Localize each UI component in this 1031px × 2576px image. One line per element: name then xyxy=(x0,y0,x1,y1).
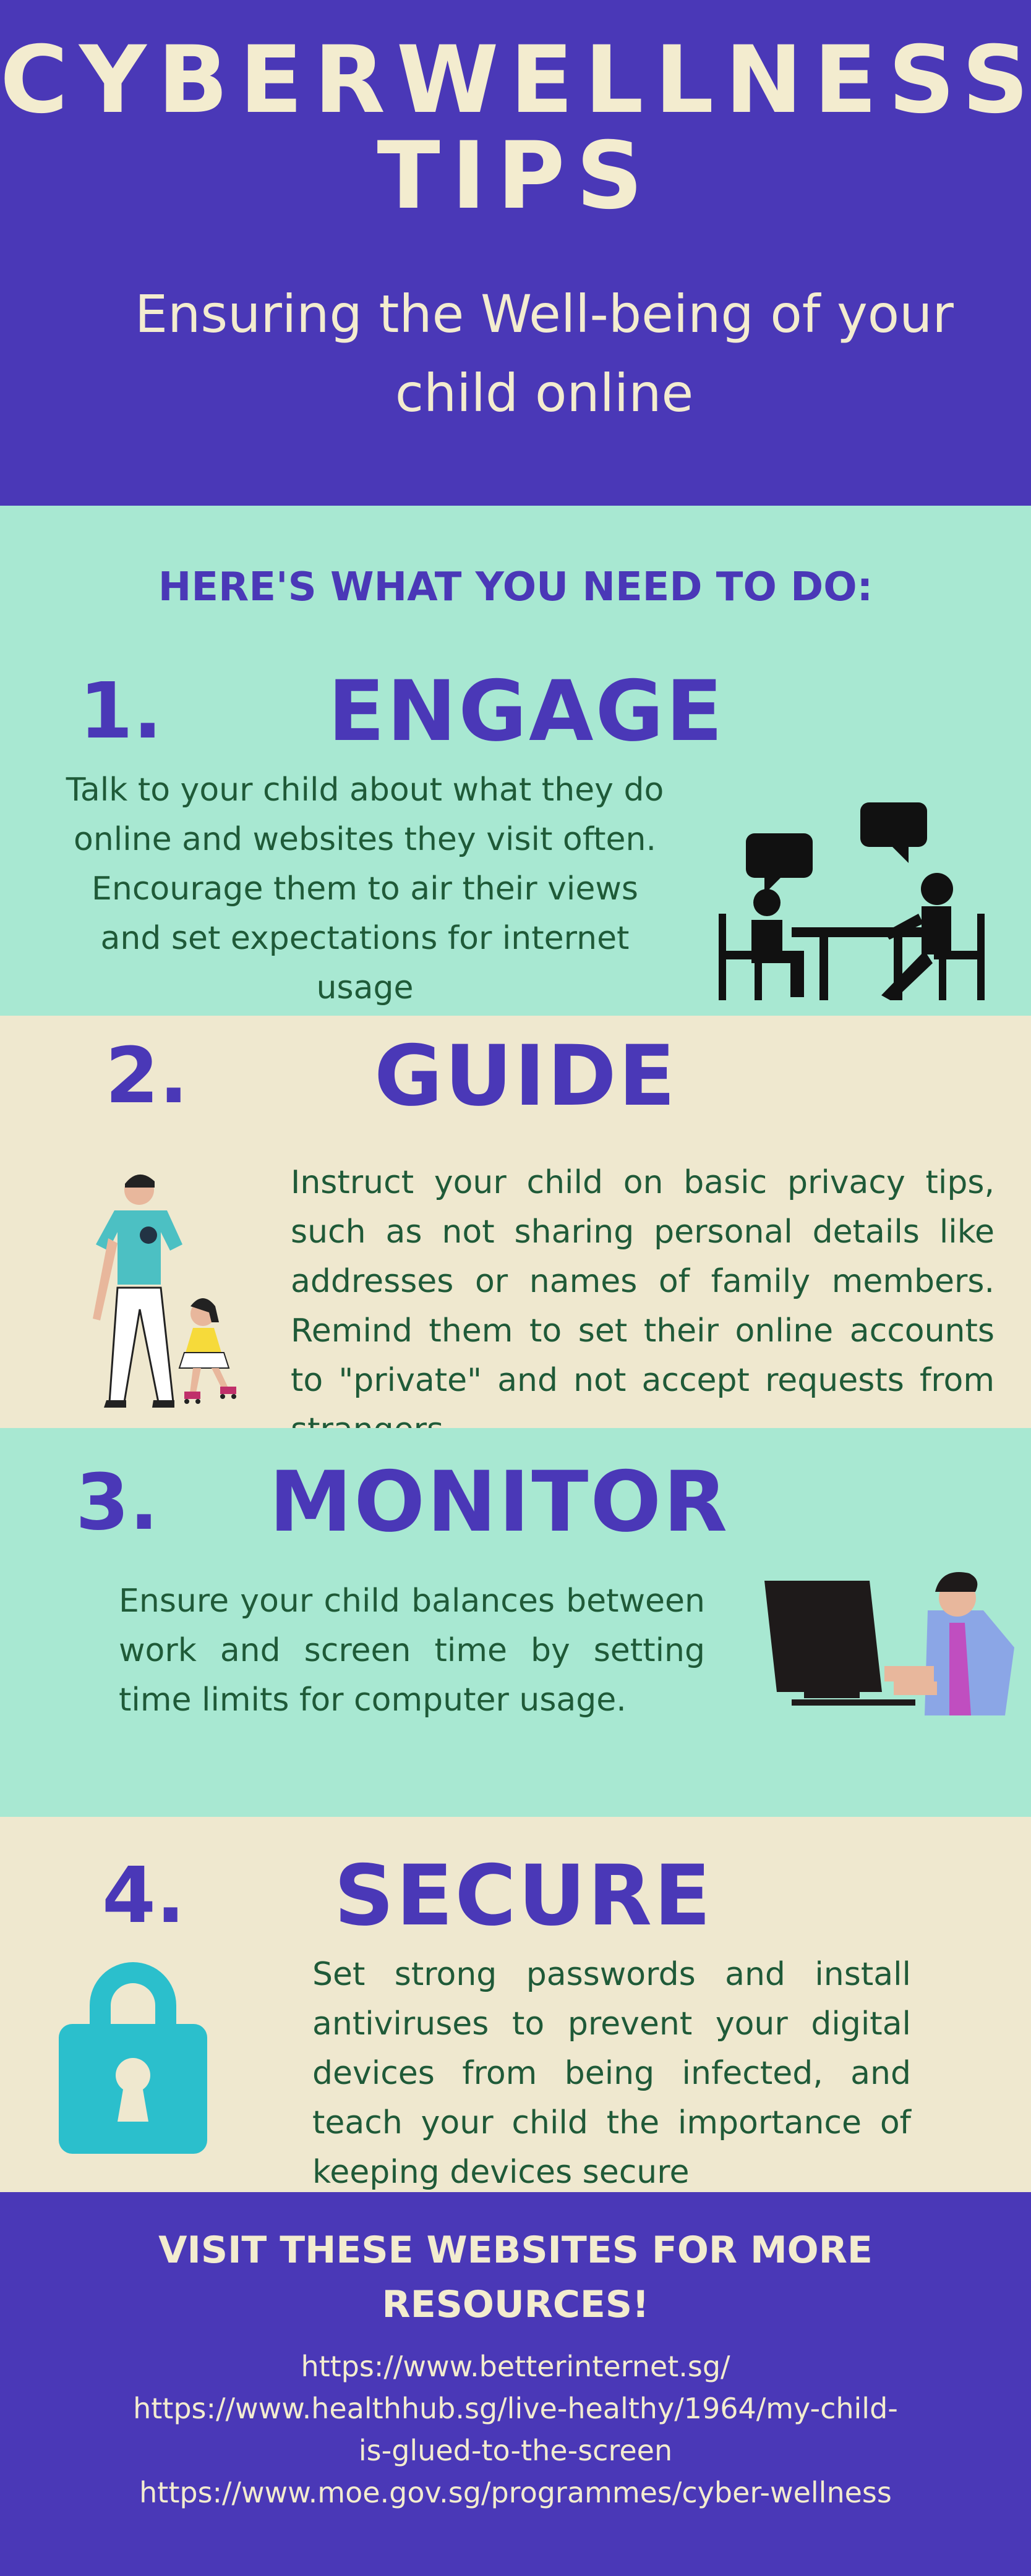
step-secure-section: 4. SECURE Set strong passwords and insta… xyxy=(0,1817,1031,2192)
step-title: MONITOR xyxy=(269,1453,730,1550)
step-text: Instruct your child on basic privacy tip… xyxy=(291,1164,995,1428)
step-number: 1. xyxy=(79,666,163,756)
resources-heading: VISIT THESE WEBSITES FOR MORE RESOURCES! xyxy=(158,2229,873,2326)
resource-link[interactable]: https://www.betterinternet.sg/ xyxy=(301,2350,730,2383)
step-text: Set strong passwords and install antivir… xyxy=(312,1956,911,2191)
step-title: ENGAGE xyxy=(328,663,725,760)
step-guide-section: 2. GUIDE Instruct your child on basic pr… xyxy=(0,1016,1031,1428)
header-section: CYBERWELLNESS TIPS Ensuring the Well-bei… xyxy=(0,0,1031,506)
two-people-talking-at-table-icon xyxy=(719,802,985,1000)
child-using-computer-illustration xyxy=(764,1572,1014,1715)
resource-link[interactable]: https://www.moe.gov.sg/programmes/cyber-… xyxy=(139,2476,892,2509)
step-number: 4. xyxy=(102,1851,186,1941)
resource-link[interactable]: https://www.healthhub.sg/live-healthy/19… xyxy=(133,2392,898,2425)
step-title: SECURE xyxy=(334,1847,713,1944)
step-number: 2. xyxy=(105,1031,189,1121)
step-number: 3. xyxy=(75,1458,159,1547)
resources-section: VISIT THESE WEBSITES FOR MORE RESOURCES!… xyxy=(0,2192,1031,2576)
step-text: Ensure your child balances between work … xyxy=(119,1583,705,1719)
step-monitor-section: 3. MONITOR Ensure your child balances be… xyxy=(0,1428,1031,1817)
step-title: GUIDE xyxy=(374,1027,677,1124)
resource-link[interactable]: is-glued-to-the-screen xyxy=(358,2434,673,2467)
title-line-2: TIPS xyxy=(377,122,654,230)
parent-and-child-walking-illustration xyxy=(93,1174,236,1408)
title-line-1: CYBERWELLNESS xyxy=(0,27,1031,134)
step-engage-section: HERE'S WHAT YOU NEED TO DO: 1. ENGAGE Ta… xyxy=(0,506,1031,1016)
step-text: Talk to your child about what they do on… xyxy=(66,772,664,1006)
padlock-icon xyxy=(59,1962,207,2154)
section-heading: HERE'S WHAT YOU NEED TO DO: xyxy=(158,564,873,610)
subtitle: Ensuring the Well-being of your child on… xyxy=(135,284,954,423)
